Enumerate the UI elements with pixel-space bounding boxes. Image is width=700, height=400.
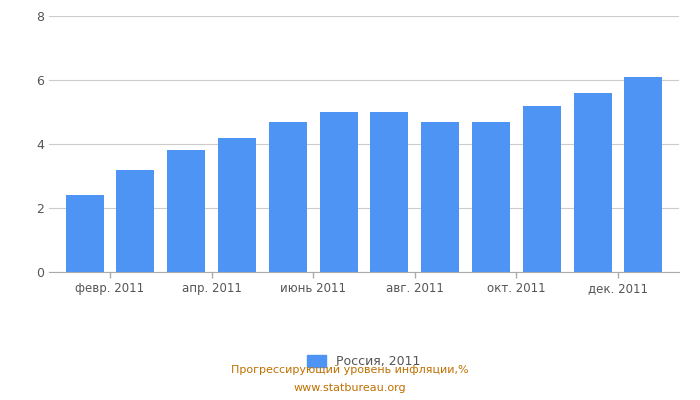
Text: www.statbureau.org: www.statbureau.org: [294, 383, 406, 393]
Bar: [66, 195, 104, 272]
Bar: [319, 112, 358, 272]
Bar: [523, 106, 561, 272]
Text: Прогрессирующий уровень инфляции,%: Прогрессирующий уровень инфляции,%: [231, 365, 469, 375]
Bar: [624, 77, 662, 272]
Bar: [269, 122, 307, 272]
Bar: [218, 138, 256, 272]
Legend: Россия, 2011: Россия, 2011: [302, 350, 426, 373]
Bar: [421, 122, 459, 272]
Bar: [573, 93, 612, 272]
Bar: [370, 112, 409, 272]
Bar: [472, 122, 510, 272]
Bar: [167, 150, 205, 272]
Bar: [116, 170, 155, 272]
